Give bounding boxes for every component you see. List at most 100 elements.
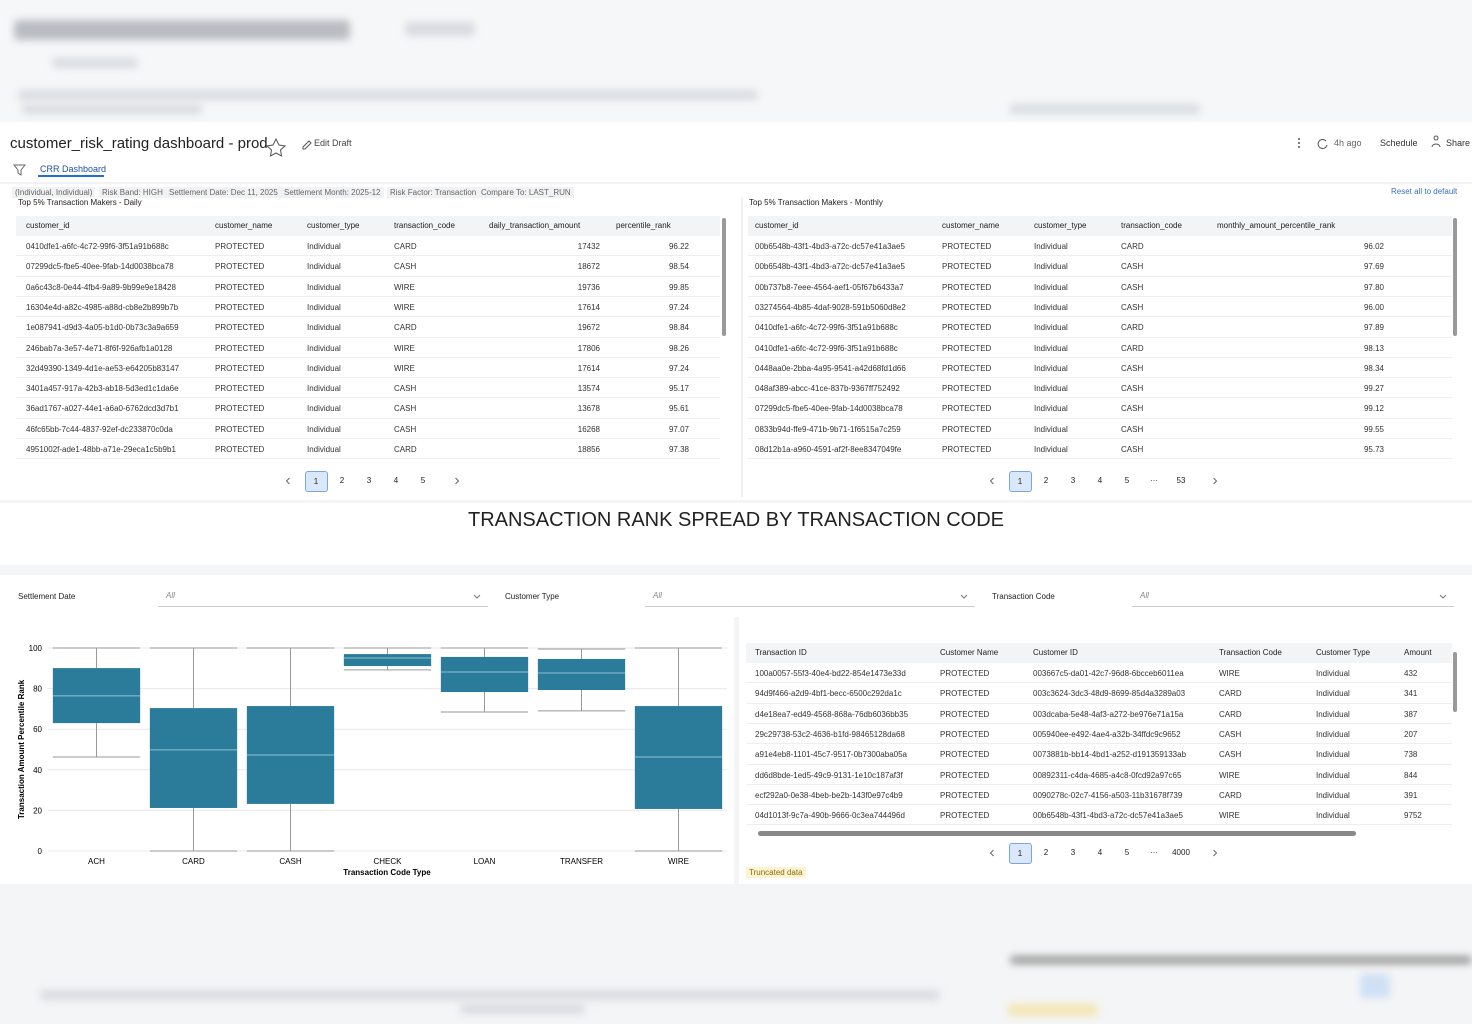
page-button[interactable]: ··· [1150,476,1158,485]
share-button[interactable]: Share [1446,138,1471,148]
table-cell: CASH [1121,424,1144,434]
table-cell: CASH [1219,750,1242,760]
row-divider [16,356,720,358]
column-header[interactable]: customer_id [755,221,799,230]
column-header[interactable]: Customer Type [1316,648,1371,657]
column-header[interactable]: customer_id [26,221,70,230]
page-button[interactable]: 5 [1124,476,1130,485]
table-cell: 19736 [577,282,600,292]
table-cell: 96.02 [1363,242,1384,251]
page-button[interactable]: 5 [1124,848,1130,857]
table-cell: Individual [1316,750,1350,760]
column-header[interactable]: percentile_rank [616,221,671,230]
page-button[interactable]: ··· [1150,848,1158,857]
refresh-icon[interactable] [1317,138,1328,149]
table-cell: 207 [1404,729,1418,739]
column-header[interactable]: customer_name [215,221,273,230]
box [440,656,529,693]
more-menu-icon[interactable] [1298,138,1300,148]
table-cell: 18856 [577,445,600,454]
tab-underline [38,175,104,177]
filter-icon[interactable] [12,164,27,176]
column-header[interactable]: Customer ID [1033,648,1078,657]
page-button[interactable]: 2 [1043,848,1049,857]
filter-chip[interactable]: Settlement Date: Dec 11, 2025 [166,187,281,198]
table-cell: PROTECTED [215,302,265,312]
dropdown-arrow [960,594,968,599]
page-button[interactable]: 1 [304,471,328,492]
table-cell: CASH [1121,262,1144,272]
page-button[interactable]: 3 [1070,848,1076,857]
table-cell: 98.84 [668,323,689,333]
filter-chip[interactable]: Risk Factor: Transaction [387,187,480,198]
table-cell: PROTECTED [940,770,990,780]
column-header[interactable]: customer_type [1034,221,1087,230]
page-button[interactable]: 4 [1097,476,1103,485]
column-header[interactable]: Customer Name [940,648,999,657]
row-divider [16,275,720,277]
page-button[interactable]: 4000 [1172,848,1190,857]
table-cell: PROTECTED [940,790,990,800]
table-cell: 13678 [577,404,600,414]
table-cell: PROTECTED [215,242,265,251]
column-header[interactable]: customer_type [307,221,360,230]
table-cell: PROTECTED [215,262,265,272]
page-button[interactable]: 4 [1097,848,1103,857]
row-divider [746,804,1452,806]
page-button[interactable]: 2 [339,476,345,485]
page-button[interactable]: 53 [1176,476,1186,485]
table-cell: PROTECTED [942,363,992,373]
table-cell: Individual [307,445,341,454]
column-header[interactable]: Transaction ID [755,648,807,657]
schedule-button[interactable]: Schedule [1380,138,1418,148]
x-tick-label: CASH [279,857,301,866]
filter-chip[interactable]: Settlement Month: 2025-12 [281,187,384,198]
refresh-time[interactable]: 4h ago [1334,138,1362,148]
filter-chip[interactable]: Risk Band: HIGH [99,187,166,198]
truncated-badge[interactable]: Truncated data [746,867,806,878]
column-header[interactable]: customer_name [942,221,1000,230]
select-box[interactable] [158,586,488,607]
table-cell: Individual [307,424,341,434]
table-cell: 97.07 [668,424,689,434]
scrollbar [1453,652,1457,712]
table-cell: 17806 [577,343,600,353]
page-button[interactable]: 2 [1043,476,1049,485]
column-header[interactable]: transaction_code [394,221,455,230]
page-button[interactable]: 4 [393,476,399,485]
table-cell: 98.13 [1363,343,1384,353]
page-button[interactable]: 1 [1008,843,1032,864]
table-cell: 0073881b-bb14-4bd1-a252-d191359133ab [1033,750,1187,760]
reset-link[interactable]: Reset all to default [1391,187,1458,196]
filter-chip[interactable]: (Individual, Individual) [12,187,96,198]
favorite-icon[interactable] [265,137,287,157]
select-box[interactable] [1132,586,1454,607]
column-header[interactable]: Amount [1404,648,1432,657]
select-value[interactable]: All [653,591,662,600]
filter-chip[interactable]: Compare To: LAST_RUN [478,187,574,198]
pager-arrow [1213,477,1218,485]
page-button[interactable]: 3 [366,476,372,485]
column-header[interactable]: Transaction Code [1219,648,1282,657]
select-box[interactable] [645,586,975,607]
table-cell: 98.26 [668,343,689,353]
table-cell: 07299dc5-fbe5-40ee-9fab-14d0038bca78 [26,262,174,272]
table-cell: CARD [394,242,417,251]
select-value[interactable]: All [166,591,175,600]
column-header[interactable]: daily_transaction_amount [489,221,581,230]
table-cell: 32d49390-1349-4d1e-ae53-e64205b83147 [26,363,180,373]
tab[interactable]: CRR Dashboard [40,164,107,174]
table-cell: Individual [1316,689,1350,699]
table-cell: CASH [1121,445,1144,454]
table-cell: 4951002f-ade1-48bb-a71e-29eca1c5b9b1 [26,445,176,454]
page-button[interactable]: 5 [420,476,426,485]
select-value[interactable]: All [1140,591,1149,600]
edit-draft-button[interactable]: Edit Draft [314,138,352,148]
column-header[interactable]: transaction_code [1121,221,1182,230]
page-button[interactable]: 1 [1008,471,1032,492]
column-header[interactable]: monthly_amount_percentile_rank [1217,221,1336,230]
box [634,706,723,809]
page-button[interactable]: 3 [1070,476,1076,485]
